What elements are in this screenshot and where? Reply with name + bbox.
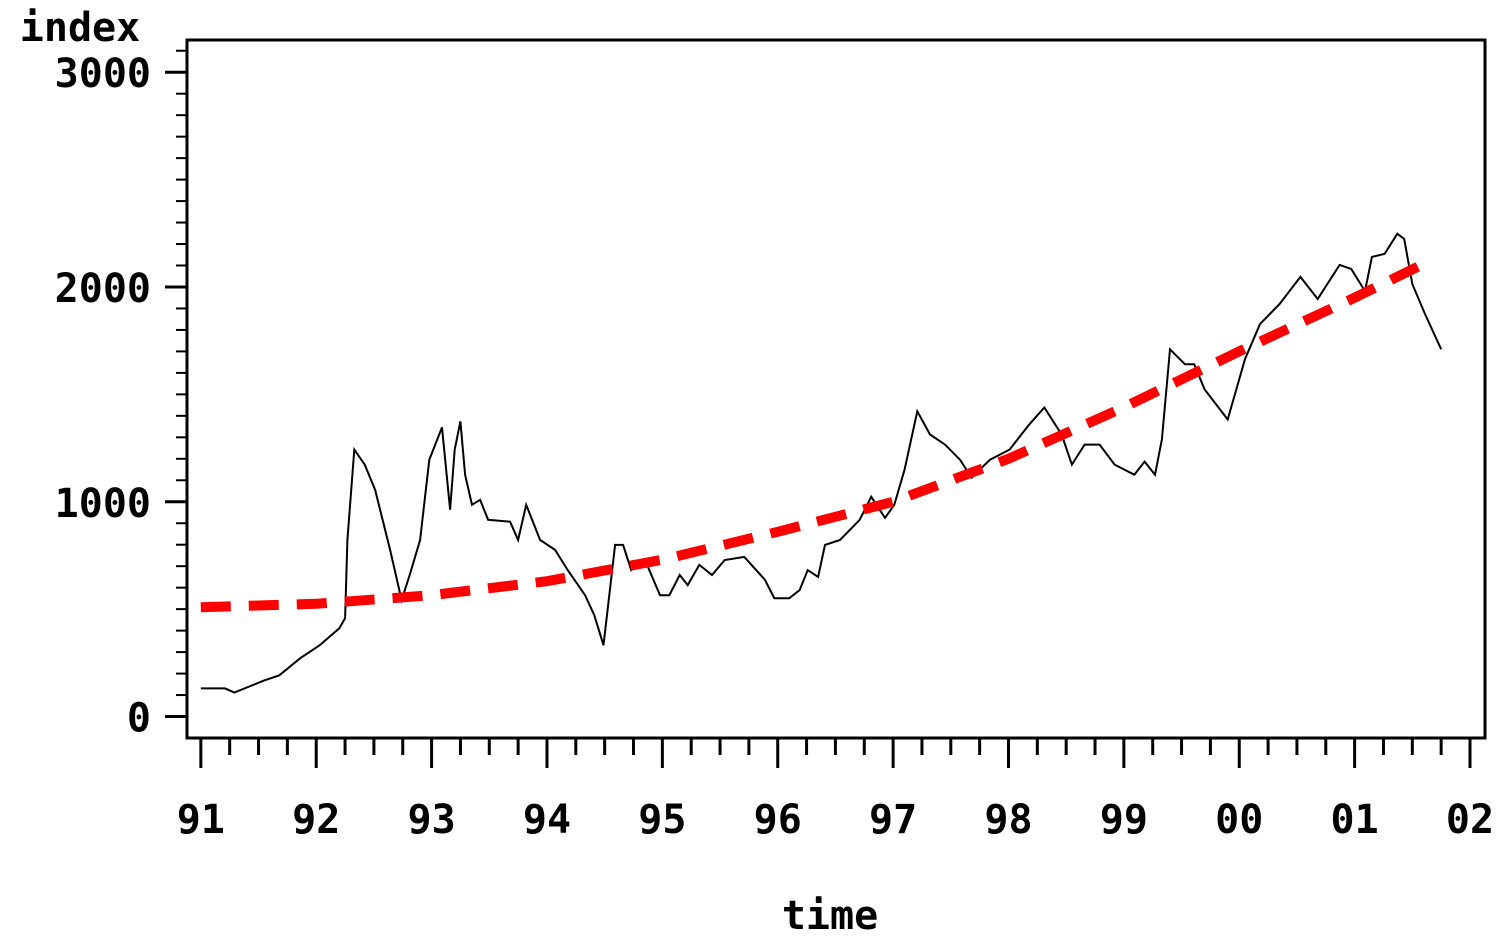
- x-tick-label: 99: [1100, 797, 1148, 843]
- x-tick-label: 01: [1331, 797, 1379, 843]
- y-tick-label: 2000: [55, 266, 151, 312]
- x-tick-label: 93: [408, 797, 456, 843]
- x-tick-label: 02: [1446, 797, 1494, 843]
- x-tick-label: 95: [638, 797, 686, 843]
- x-axis-label: time: [782, 893, 878, 937]
- y-axis-label: index: [20, 5, 140, 51]
- x-tick-label: 98: [984, 797, 1032, 843]
- trend-line: [200, 256, 1432, 613]
- plot-frame: [185, 38, 1487, 740]
- x-tick-label: 00: [1215, 797, 1263, 843]
- y-tick-label: 3000: [55, 51, 151, 97]
- x-tick-label: 96: [754, 797, 802, 843]
- data-line: [200, 232, 1443, 694]
- x-tick-label: 92: [292, 797, 340, 843]
- x-tick-label: 97: [869, 797, 917, 843]
- y-tick-label: 1000: [55, 481, 151, 527]
- y-tick-label: 0: [127, 696, 151, 742]
- x-tick-label: 91: [177, 797, 225, 843]
- x-tick-label: 94: [523, 797, 571, 843]
